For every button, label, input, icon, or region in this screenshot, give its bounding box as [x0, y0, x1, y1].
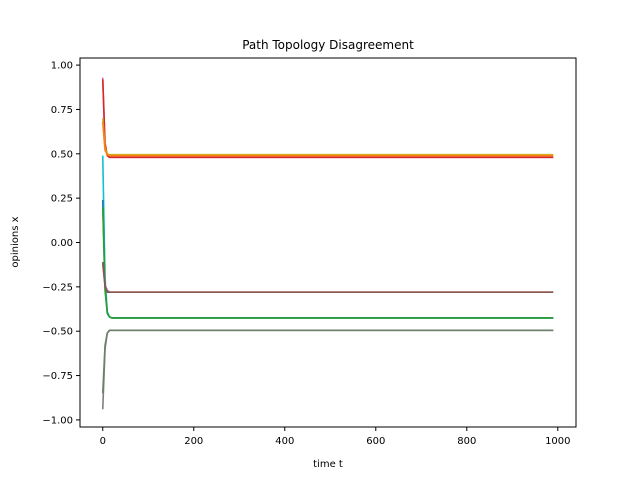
series-line-5	[101, 155, 554, 319]
plot-frame	[79, 57, 577, 428]
x-tick-label: 800	[457, 436, 476, 447]
x-tick-label: 600	[366, 436, 385, 447]
y-tick-label: 0.50	[51, 149, 73, 160]
series-line-2	[101, 79, 554, 159]
series-line-8	[101, 263, 554, 293]
y-tick-label: 1.00	[51, 61, 73, 72]
y-tick-label: −0.75	[42, 371, 73, 382]
plot-area	[101, 77, 554, 410]
series-line-1	[101, 77, 554, 159]
series-line-3	[101, 118, 554, 156]
x-tick-label: 200	[184, 436, 203, 447]
x-tick-label: 0	[100, 436, 106, 447]
chart-title: Path Topology Disagreement	[242, 38, 414, 52]
y-tick-label: −0.25	[42, 282, 73, 293]
x-tick-label: 1000	[545, 436, 570, 447]
y-axis-label: opinions x	[10, 216, 21, 267]
series-line-6	[101, 199, 554, 319]
series-line-4	[101, 121, 554, 157]
y-tick-label: −0.50	[42, 327, 73, 338]
series-line-10	[101, 329, 554, 410]
x-axis: 0 200 400 600 800 1000	[100, 427, 571, 447]
x-tick-label: 400	[275, 436, 294, 447]
y-axis: 1.00 0.75 0.50 0.25 0.00 −0.25 −0.50 −0.75 −1.00	[42, 61, 80, 426]
y-tick-label: 0.00	[51, 238, 73, 249]
series-line-9	[101, 261, 554, 293]
series-layer	[101, 77, 554, 410]
series-line-11	[101, 329, 554, 394]
x-axis-label: time t	[313, 459, 343, 470]
y-tick-label: −1.00	[42, 415, 73, 426]
y-tick-label: 0.75	[51, 105, 73, 116]
series-line-7	[101, 206, 554, 319]
y-tick-label: 0.25	[51, 194, 73, 205]
